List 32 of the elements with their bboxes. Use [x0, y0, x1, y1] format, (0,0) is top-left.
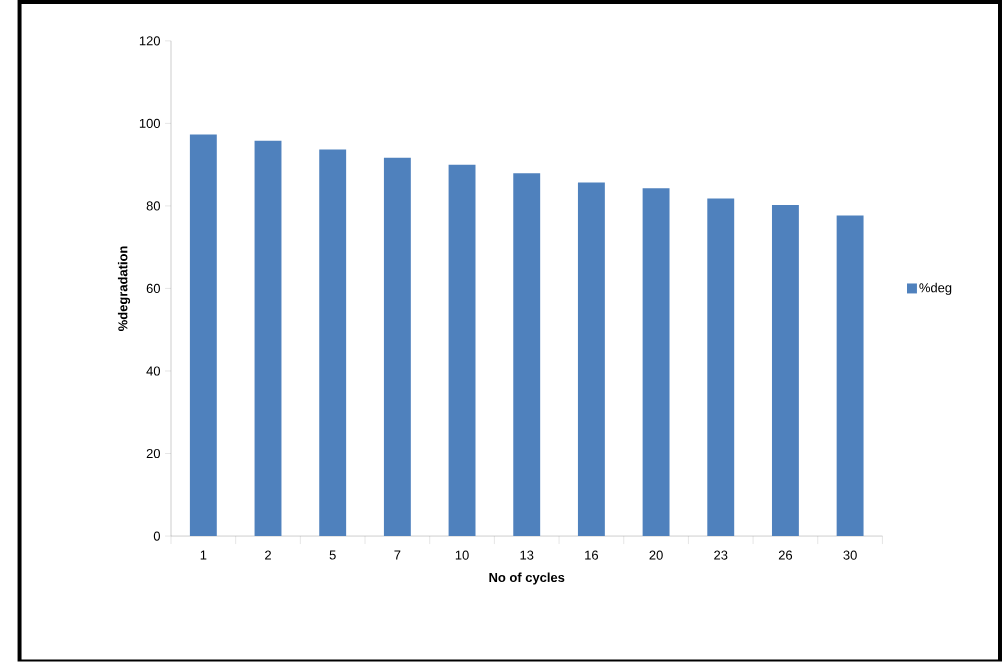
x-tick-label: 10: [455, 550, 469, 560]
legend-label: %deg: [919, 282, 952, 296]
y-tick-label: 80: [146, 201, 161, 211]
y-tick-label: 0: [153, 531, 161, 541]
bar: [707, 198, 735, 537]
x-tick-label: 16: [585, 550, 599, 560]
x-tick-label: 23: [714, 550, 728, 560]
y-tick-label: 120: [139, 36, 161, 46]
x-tick-label: 30: [843, 550, 857, 560]
bar: [577, 182, 605, 537]
x-axis-title: No of cycles: [489, 572, 565, 585]
bar: [383, 157, 411, 537]
x-tick-label: 2: [265, 550, 271, 560]
x-tick-label: 20: [649, 550, 663, 560]
bar: [189, 134, 217, 537]
bar: [319, 149, 347, 537]
x-tick-label: 7: [394, 550, 401, 560]
bar: [771, 205, 799, 537]
y-tick-label: 60: [146, 284, 161, 294]
y-tick-label: 100: [139, 118, 161, 129]
y-tick-label: 20: [146, 449, 161, 459]
bar: [836, 215, 864, 537]
y-axis-title: %degradation: [117, 246, 131, 332]
x-tick-label: 1: [200, 550, 207, 560]
bar: [513, 173, 541, 537]
y-tick-label: 40: [146, 366, 161, 376]
bar: [642, 188, 670, 537]
x-tick-label: 26: [778, 550, 793, 560]
x-tick-label: 5: [329, 550, 336, 560]
x-tick-label: 13: [520, 550, 534, 560]
bar: [254, 140, 282, 537]
bar: [448, 164, 476, 537]
